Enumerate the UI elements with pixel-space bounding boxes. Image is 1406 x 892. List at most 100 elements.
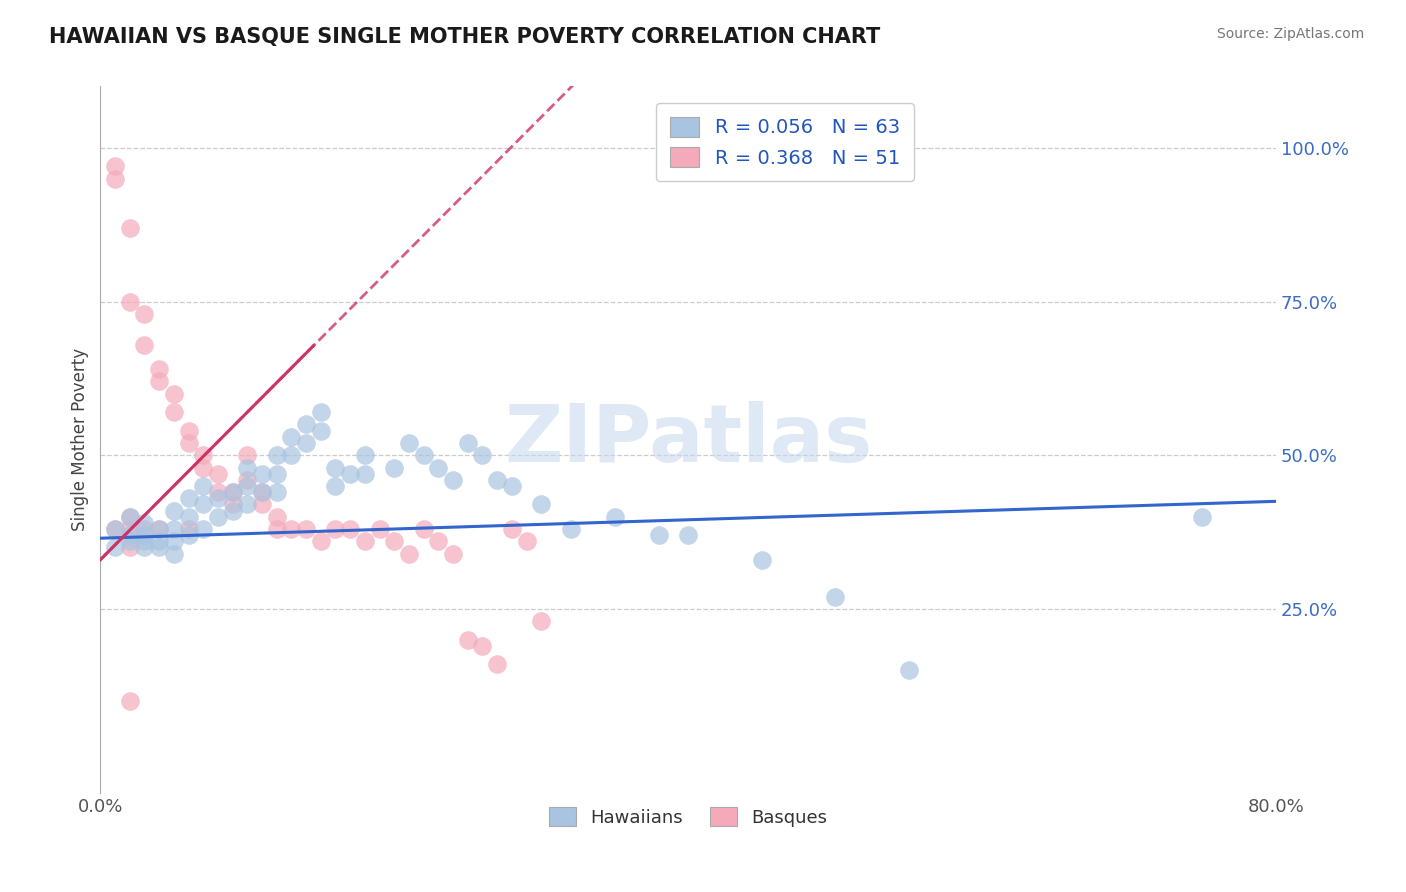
Point [148, 522, 170, 536]
Point [266, 509, 288, 524]
Point [280, 522, 302, 536]
Point [221, 503, 243, 517]
Point [163, 547, 186, 561]
Point [382, 534, 405, 549]
Point [207, 485, 229, 500]
Point [295, 417, 318, 432]
Point [266, 448, 288, 462]
Point [134, 337, 156, 351]
Point [148, 362, 170, 376]
Point [236, 460, 259, 475]
Point [250, 485, 273, 500]
Point [354, 467, 377, 481]
Point [163, 522, 186, 536]
Point [339, 522, 361, 536]
Text: HAWAIIAN VS BASQUE SINGLE MOTHER POVERTY CORRELATION CHART: HAWAIIAN VS BASQUE SINGLE MOTHER POVERTY… [49, 27, 880, 46]
Point [134, 541, 156, 555]
Point [250, 497, 273, 511]
Point [250, 485, 273, 500]
Point [134, 307, 156, 321]
Point [104, 522, 127, 536]
Point [163, 386, 186, 401]
Point [471, 639, 494, 653]
Point [163, 405, 186, 419]
Point [309, 405, 332, 419]
Point [1191, 509, 1213, 524]
Point [236, 473, 259, 487]
Point [354, 448, 377, 462]
Point [457, 632, 479, 647]
Point [676, 528, 699, 542]
Point [163, 534, 186, 549]
Point [118, 509, 141, 524]
Point [280, 430, 302, 444]
Text: ZIPatlas: ZIPatlas [503, 401, 872, 479]
Text: Source: ZipAtlas.com: Source: ZipAtlas.com [1216, 27, 1364, 41]
Point [368, 522, 391, 536]
Point [295, 436, 318, 450]
Point [148, 534, 170, 549]
Point [104, 522, 127, 536]
Point [530, 497, 553, 511]
Point [177, 491, 200, 506]
Point [118, 541, 141, 555]
Point [457, 436, 479, 450]
Point [134, 522, 156, 536]
Point [207, 491, 229, 506]
Point [501, 522, 523, 536]
Point [339, 467, 361, 481]
Point [441, 547, 464, 561]
Point [148, 522, 170, 536]
Point [427, 534, 450, 549]
Point [118, 509, 141, 524]
Point [236, 497, 259, 511]
Point [193, 497, 215, 511]
Point [824, 590, 846, 604]
Point [382, 460, 405, 475]
Point [354, 534, 377, 549]
Point [295, 522, 318, 536]
Point [501, 479, 523, 493]
Point [134, 534, 156, 549]
Point [236, 448, 259, 462]
Point [118, 694, 141, 708]
Point [207, 509, 229, 524]
Point [398, 436, 420, 450]
Point [104, 541, 127, 555]
Y-axis label: Single Mother Poverty: Single Mother Poverty [72, 348, 89, 532]
Point [177, 522, 200, 536]
Point [309, 424, 332, 438]
Point [471, 448, 494, 462]
Point [193, 460, 215, 475]
Point [177, 424, 200, 438]
Point [221, 485, 243, 500]
Point [603, 509, 626, 524]
Point [193, 448, 215, 462]
Point [751, 553, 773, 567]
Point [648, 528, 671, 542]
Point [118, 534, 141, 549]
Point [118, 528, 141, 542]
Point [412, 522, 434, 536]
Point [221, 485, 243, 500]
Point [207, 467, 229, 481]
Point [897, 664, 920, 678]
Point [412, 448, 434, 462]
Point [398, 547, 420, 561]
Point [325, 460, 347, 475]
Point [530, 614, 553, 628]
Point [118, 294, 141, 309]
Point [266, 467, 288, 481]
Point [134, 516, 156, 530]
Point [486, 473, 509, 487]
Point [134, 528, 156, 542]
Point [515, 534, 537, 549]
Point [104, 159, 127, 173]
Point [177, 528, 200, 542]
Point [266, 522, 288, 536]
Point [250, 467, 273, 481]
Point [118, 522, 141, 536]
Point [441, 473, 464, 487]
Point [177, 509, 200, 524]
Point [177, 436, 200, 450]
